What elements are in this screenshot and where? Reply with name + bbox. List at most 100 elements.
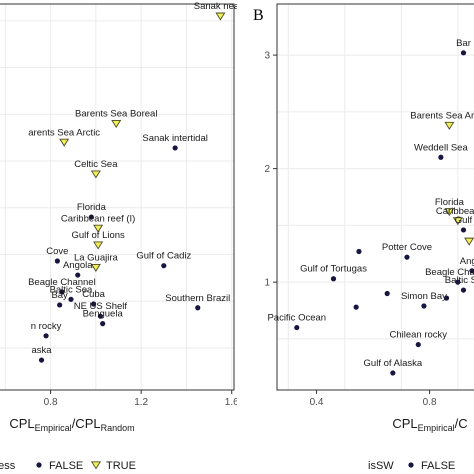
point-label: Caribbean reef (I) [61,213,135,224]
data-point-false [88,214,94,220]
data-point-false [195,305,201,311]
point-label: Barents Sea Arctic [410,110,474,121]
data-point-false [460,50,467,56]
x-tick-label: 0.8 [44,397,58,408]
legend-label-false: FALSE [49,460,83,472]
legend-key-false [36,462,42,468]
data-point-true [111,120,122,129]
data-point-false [415,341,421,348]
legend-key-false [408,462,414,468]
x-tick-label: 0.8 [423,397,437,408]
data-point-true [93,224,104,233]
point-label: Simon Bay [401,291,447,302]
data-point-false [75,272,81,278]
legend-title: isSW [368,460,394,472]
point-label: n rocky [31,321,62,332]
point-label: Baltic Se [445,275,474,286]
legend-a: ness FALSE TRUE [0,460,136,472]
point-label: Gulf of Cadiz [136,251,191,262]
panel-b-axis-title: CPLEmpirical/C [392,416,467,433]
point-label: Weddell Sea [414,142,468,153]
data-point-false [460,287,467,293]
data-point-true [452,217,463,226]
plot-frame [276,3,474,391]
data-point-true [464,237,474,246]
data-point-true [59,138,70,147]
data-point-false [404,254,410,260]
point-label: Sanak nears [194,1,248,12]
point-label: Beagle Channel [28,277,96,288]
legend-title: ness [0,460,16,472]
panel-a-axis-title: CPLEmpirical/CPLRandom [9,416,134,433]
point-label: Southern Brazil [165,293,230,304]
legend-label-false: FALSE [421,460,455,472]
data-point-false [460,227,467,233]
data-point-true [93,241,104,250]
point-label: Barents Sea Boreal [75,109,157,120]
data-point-false [59,289,65,295]
data-point-false [455,279,461,285]
panel-a-plot: 0.8 1.2 1.6 Sanak nears Barents Sea Boreal ar… [0,1,248,408]
panel-b-plot: 0.4 0.8 1 2 3 Potter Cove Gulf of Tortugas Paci… [264,3,474,408]
x-tick-label: 1.6 [225,397,239,408]
data-point-false [43,333,49,339]
y-tick-label: 3 [264,51,270,62]
data-point-false [97,313,103,319]
point-label: Caribbean [436,206,474,217]
data-point-true [444,121,455,130]
point-label: aska [31,345,52,356]
x-axis-title: CPLEmpirical/CPLRandom [9,416,134,433]
legend-key-true [90,461,102,470]
data-point-false [353,304,359,310]
point-label: NE US Shelf [74,301,128,312]
x-tick-label: 1.2 [134,397,148,408]
point-label: Florida [77,202,107,213]
data-point-true [90,170,101,179]
legend-label-true: TRUE [106,460,136,472]
point-label: Bar [456,38,471,49]
point-label: Chilean rocky [389,330,447,341]
point-label: Sanak intertidal [142,133,207,144]
point-label: arents Sea Arctic [28,127,100,138]
point-label: Bay [51,290,68,301]
point-label: Cuba [82,289,105,300]
point-label: Florida [435,197,465,208]
data-point-false [384,290,390,297]
data-point-true [90,263,101,272]
point-label: Gulf [455,215,473,226]
data-point-false [443,295,450,301]
point-label: Angol [460,256,474,267]
data-point-false [172,145,178,151]
data-point-false [100,321,106,327]
x-axis-title: CPLEmpirical/C [392,416,467,433]
data-point-true [444,208,455,217]
data-point-false [161,263,167,269]
point-label: Angola [63,260,93,271]
y-tick-label: 2 [264,164,270,175]
plot-frame [0,3,235,391]
data-point-false [469,268,474,274]
point-label: Beagle Channe [425,267,474,278]
point-label: Gulf of Tortugas [300,264,367,275]
data-point-false [38,357,45,363]
point-label: Cove [46,246,68,257]
point-label: Gulf of Lions [71,230,125,241]
data-point-false [330,276,337,282]
data-point-false [68,296,74,302]
panel-b-label: B [253,7,264,24]
point-label: Baltic Sea [50,284,93,295]
data-point-false [390,370,396,376]
data-point-false [91,301,97,307]
data-point-false [57,302,63,308]
point-label: Potter Cove [382,242,432,253]
point-label: Pacific Ocean [267,313,326,324]
data-point-false [421,303,427,309]
data-point-false [438,154,444,160]
data-point-false [356,248,362,255]
data-point-false [54,258,60,264]
y-tick-label: 1 [264,278,270,289]
data-point-false [294,324,300,331]
point-label: Celtic Sea [74,159,118,170]
point-label: Benguela [83,309,124,320]
